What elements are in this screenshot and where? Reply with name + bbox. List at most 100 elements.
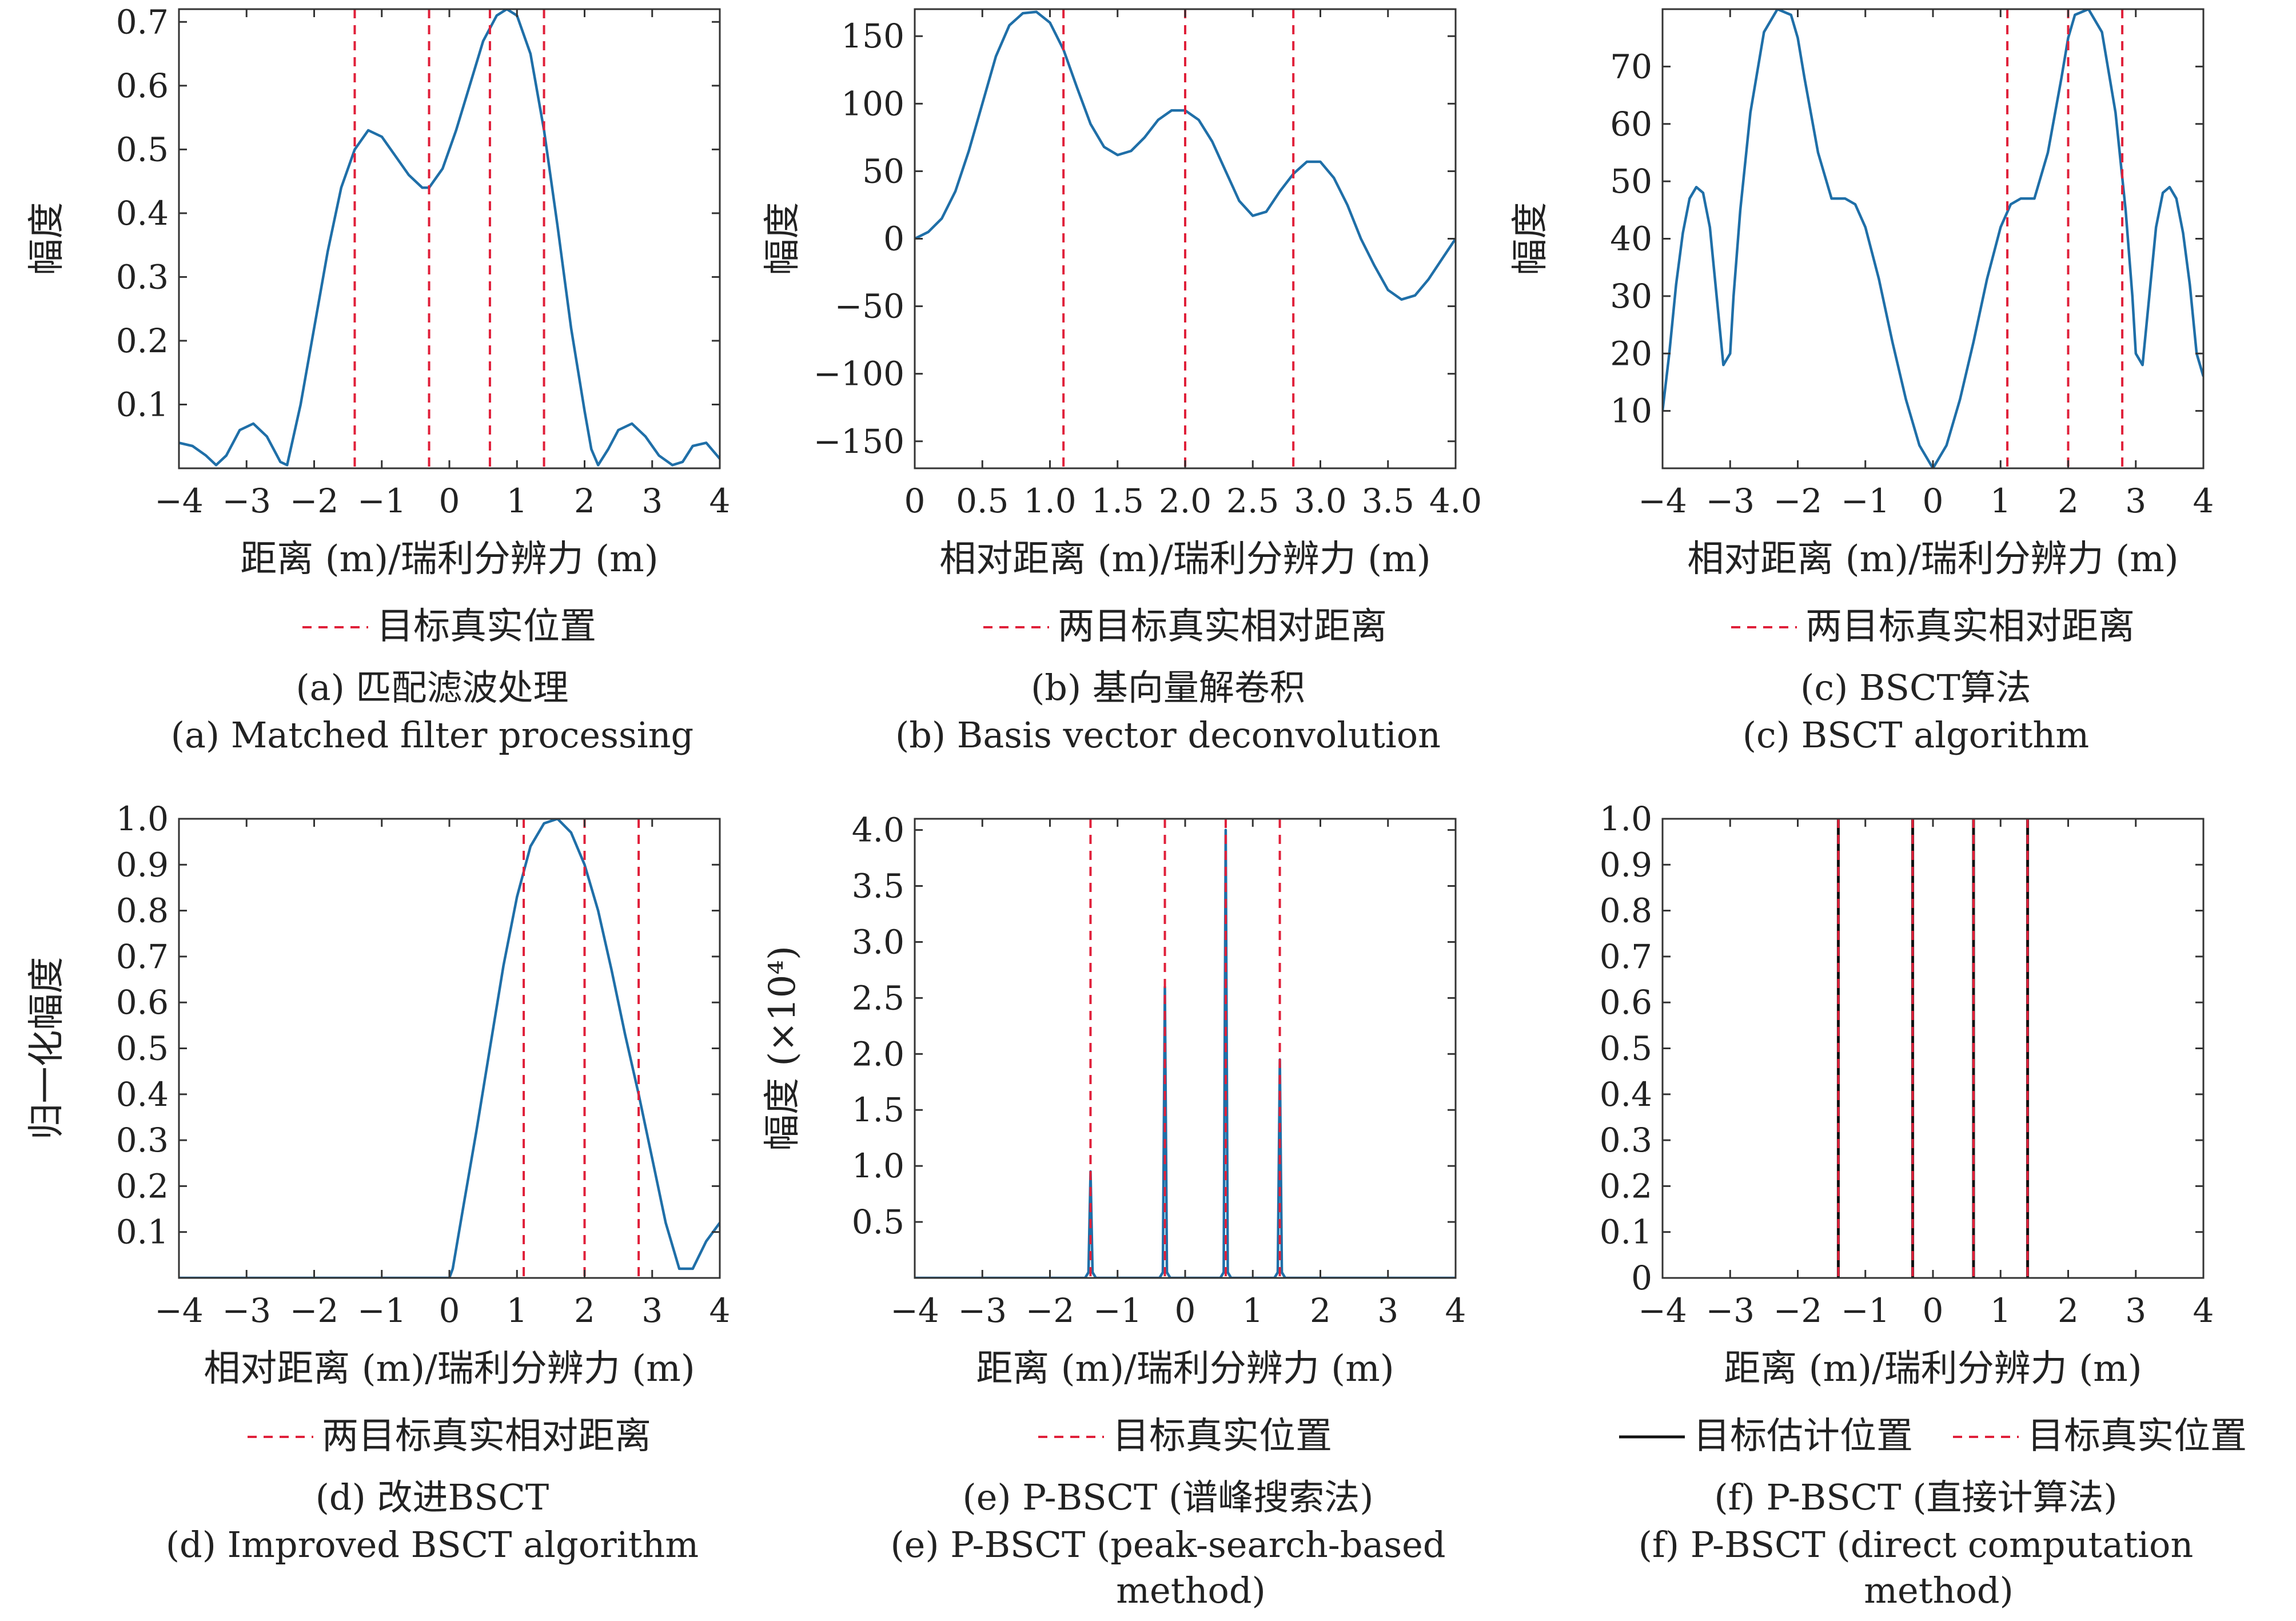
x-tick-label: −4 [1638, 481, 1687, 520]
subplot-b: 0 0.5 1.0 1.5 2.0 2.5 3.0 3.5 4.0 −150 −100 −50 0 50 1… [762, 8, 1482, 756]
x-tick-label: −2 [1026, 1291, 1075, 1330]
plot-frame [1661, 818, 2205, 1279]
x-tick-label: 4 [709, 481, 731, 520]
y-tick-label: 1.5 [852, 1090, 904, 1129]
x-axis-label: 距离 (m)/瑞利分辨力 (m) [1724, 1348, 2142, 1390]
y-tick-label: 4.0 [852, 811, 904, 850]
x-tick-label: 0 [439, 1291, 460, 1330]
x-tick-label: −1 [1841, 1291, 1890, 1330]
y-axis-label: 幅度 [762, 202, 804, 276]
legend-label: 目标真实位置 [377, 606, 596, 648]
y-tick-label: 0.4 [116, 194, 169, 233]
x-tick-label: 4 [709, 1291, 731, 1330]
legend-label: 目标真实位置 [1113, 1415, 1332, 1457]
x-tick-label: −4 [154, 481, 204, 520]
y-tick-label: 0.2 [116, 321, 169, 360]
y-tick-label: 0.1 [116, 385, 169, 424]
y-tick-label: 1.0 [1600, 799, 1652, 838]
y-tick-label: 150 [841, 17, 904, 55]
x-tick-label: 1.5 [1091, 481, 1144, 520]
x-tick-label: 0 [1923, 1291, 1944, 1330]
y-tick-label: 0.5 [1600, 1029, 1652, 1068]
caption-cn: (a) 匹配滤波处理 [296, 667, 568, 708]
y-tick-label: 0.5 [852, 1202, 904, 1241]
x-tick-label: 4.0 [1429, 481, 1482, 520]
caption-en: (f) P-BSCT (direct computation [1639, 1524, 2194, 1566]
series-line [179, 9, 720, 467]
x-tick-label: 2.0 [1159, 481, 1211, 520]
x-tick-label: 2.5 [1226, 481, 1279, 520]
x-tick-label: 3 [2125, 481, 2146, 520]
y-tick-label: 30 [1610, 277, 1652, 316]
x-tick-label: 0 [904, 481, 926, 520]
subplot-f: −4 −3 −2 −1 0 1 2 3 4 0 0.1 0.2 0.3 0.4 0.5 0.6 0.7 0.8 0.… [1600, 799, 2247, 1611]
x-tick-label: −2 [290, 481, 339, 520]
x-tick-label: −4 [154, 1291, 204, 1330]
x-tick-label: 3 [2125, 1291, 2146, 1330]
subplot-c: −4 −3 −2 −1 0 1 2 3 4 10 20 30 40 50 60 70 相对距离 (m)/瑞利分辨… [1509, 8, 2214, 756]
plot-frame [178, 8, 721, 469]
y-tick-label: 60 [1610, 105, 1652, 144]
legend-label: 目标真实位置 [2027, 1415, 2247, 1457]
x-tick-label: 1 [507, 1291, 528, 1330]
x-tick-label: −1 [1093, 1291, 1142, 1330]
subplot-a: −4 −3 −2 −1 0 1 2 3 4 0.1 0.2 0.3 0.4 0.5 0.6 0.7 距离 (m)… [26, 2, 730, 756]
x-tick-label: 3.0 [1294, 481, 1346, 520]
y-tick-label: 0.6 [116, 983, 169, 1022]
caption-cn: (b) 基向量解卷积 [1031, 667, 1305, 708]
y-tick-label: 100 [841, 84, 904, 123]
y-tick-label: 0.8 [1600, 891, 1652, 930]
y-tick-label: 0.5 [116, 130, 169, 169]
y-tick-label: 50 [1610, 162, 1652, 201]
y-axis-label: 幅度 (×10⁴) [762, 946, 804, 1151]
x-tick-label: 1 [1242, 1291, 1263, 1330]
y-tick-label: 0 [1631, 1258, 1652, 1297]
y-tick-label: 0.5 [116, 1029, 169, 1068]
y-tick-label: 20 [1610, 334, 1652, 373]
x-tick-label: 2 [574, 481, 595, 520]
plot-frame [914, 818, 1457, 1279]
legend-label: 两目标真实相对距离 [1058, 606, 1387, 648]
caption-en: (a) Matched filter processing [171, 714, 693, 756]
x-tick-label: −3 [958, 1291, 1007, 1330]
x-tick-label: 0 [439, 481, 460, 520]
y-tick-label: 2.0 [852, 1034, 904, 1073]
x-tick-label: 4 [1445, 1291, 1466, 1330]
y-tick-label: 70 [1610, 47, 1652, 86]
x-tick-label: −1 [357, 481, 406, 520]
x-tick-label: 0 [1175, 1291, 1196, 1330]
y-tick-label: 0.7 [116, 937, 169, 976]
y-tick-label: 0.9 [116, 845, 169, 884]
caption-en: method) [1864, 1570, 2014, 1611]
x-tick-label: −3 [1706, 1291, 1755, 1330]
x-tick-label: −2 [290, 1291, 339, 1330]
y-tick-label: 0.9 [1600, 845, 1652, 884]
x-tick-label: 1 [1990, 1291, 2011, 1330]
x-tick-label: −3 [222, 481, 272, 520]
y-tick-label: 3.0 [852, 922, 904, 961]
y-tick-label: 0.2 [116, 1166, 169, 1205]
caption-cn: (e) P-BSCT (谱峰搜索法) [963, 1476, 1374, 1518]
series-line [179, 819, 720, 1278]
y-tick-label: 0 [883, 220, 904, 258]
x-tick-label: −3 [1706, 481, 1755, 520]
y-tick-label: 0.4 [116, 1075, 169, 1114]
y-tick-label: 0.1 [116, 1213, 169, 1252]
series-line [1663, 9, 2203, 468]
y-tick-label: 0.7 [116, 2, 169, 41]
x-tick-label: 0.5 [956, 481, 1009, 520]
y-tick-label: 0.1 [1600, 1213, 1652, 1252]
series-line [915, 829, 1456, 1278]
y-axis-label: 归一化幅度 [26, 957, 68, 1140]
y-axis-label: 幅度 [1509, 202, 1552, 276]
y-tick-label: −150 [814, 422, 904, 461]
x-tick-label: −1 [357, 1291, 406, 1330]
x-axis-label: 距离 (m)/瑞利分辨力 (m) [976, 1348, 1394, 1390]
x-axis-label: 距离 (m)/瑞利分辨力 (m) [240, 538, 659, 580]
x-axis-label: 相对距离 (m)/瑞利分辨力 (m) [1687, 538, 2179, 580]
x-tick-label: 2 [2058, 481, 2079, 520]
x-axis-label: 相对距离 (m)/瑞利分辨力 (m) [204, 1348, 695, 1390]
y-tick-label: 0.3 [1600, 1121, 1652, 1160]
y-tick-label: 0.6 [1600, 983, 1652, 1022]
